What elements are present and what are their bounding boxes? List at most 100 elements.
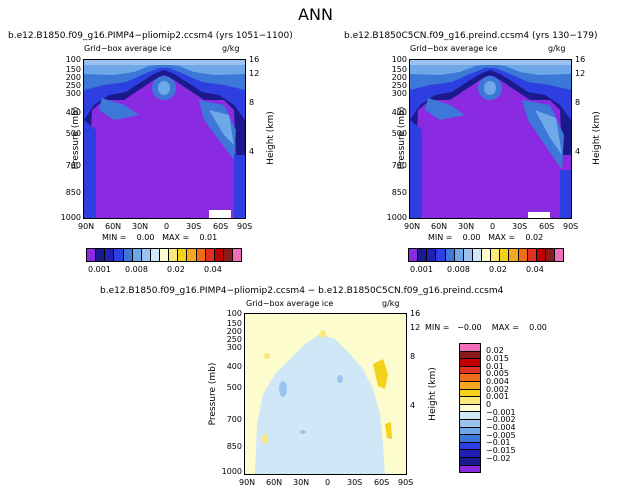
x-tick: 30S	[347, 478, 363, 487]
x-tick: 60S	[374, 478, 390, 487]
colorbar-swatch	[445, 249, 455, 261]
colorbar-label: 0.02	[167, 265, 185, 274]
panel-c-plot	[244, 313, 407, 475]
panel-c-y-ticks: 100 150 200 250 300 400 500 700 850 1000	[222, 309, 242, 479]
colorbar-label: −0.015	[486, 446, 516, 455]
colorbar-swatch	[460, 351, 480, 360]
y-tick: 500	[65, 129, 81, 138]
colorbar-swatch	[460, 404, 480, 413]
x-tick: 90S	[563, 222, 579, 231]
panel-c-ylabel: Pressure (mb)	[208, 362, 218, 426]
colorbar-swatch	[460, 374, 480, 382]
y-tick: 700	[391, 161, 407, 170]
y-tick: 250	[65, 81, 81, 90]
colorbar-swatch	[518, 249, 528, 261]
y2-tick: 4	[575, 147, 581, 156]
y2-tick: 8	[249, 98, 255, 107]
colorbar-label: 0.008	[125, 265, 148, 274]
colorbar-swatch	[123, 249, 133, 261]
colorbar-label: −0.005	[486, 431, 516, 440]
x-tick: 60N	[431, 222, 448, 231]
colorbar-swatch	[205, 249, 215, 261]
colorbar-label: 0.001	[486, 392, 509, 401]
panel-c-title: b.e12.B1850.f09_g16.PIMP4−pliomip2.ccsm4…	[100, 286, 504, 296]
colorbar-swatch	[187, 249, 197, 261]
y-tick: 700	[65, 161, 81, 170]
colorbar-label: 0.02	[489, 265, 507, 274]
x-tick: 0	[325, 478, 331, 487]
y-tick: 850	[226, 442, 242, 451]
panel-b-colorbar	[408, 248, 564, 262]
colorbar-swatch	[500, 249, 510, 261]
x-tick: 90N	[239, 478, 256, 487]
panel-a-colorbar	[86, 248, 242, 262]
colorbar-label: 0.004	[486, 377, 509, 386]
panel-a-title: b.e12.B1850.f09_g16.PIMP4−pliomip2.ccsm4…	[8, 31, 293, 41]
y2-tick: 16	[575, 55, 586, 64]
colorbar-swatch	[96, 249, 106, 261]
panel-b-y-ticks: 100 150 200 250 300 400 500 700 850 1000	[387, 55, 407, 225]
colorbar-swatch	[536, 249, 546, 261]
y-tick: 700	[226, 415, 242, 424]
panel-a-plot	[83, 59, 246, 219]
y2-tick: 8	[410, 352, 416, 361]
y-tick: 250	[391, 81, 407, 90]
y2-tick: 4	[249, 147, 255, 156]
x-tick: 30N	[293, 478, 310, 487]
panel-b-plot	[409, 59, 572, 219]
colorbar-swatch	[460, 457, 480, 466]
x-tick: 30S	[186, 222, 202, 231]
x-tick: 90N	[404, 222, 421, 231]
colorbar-label: 0.002	[486, 385, 509, 394]
panel-b-title: b.e12.B1850C5CN.f09_g16.preind.ccsm4 (yr…	[344, 31, 598, 41]
colorbar-swatch	[178, 249, 188, 261]
colorbar-swatch	[132, 249, 142, 261]
y2-tick: 8	[575, 98, 581, 107]
colorbar-swatch	[460, 450, 480, 458]
colorbar-swatch	[460, 344, 480, 352]
colorbar-swatch	[196, 249, 206, 261]
colorbar-swatch	[233, 249, 242, 261]
colorbar-label: 0.008	[447, 265, 470, 274]
panel-a-ylabel: Pressure (mb)	[71, 106, 81, 170]
y2-tick: 12	[410, 323, 421, 332]
panel-a-colorbar-labels: 0.001 0.008 0.02 0.04	[86, 265, 246, 275]
colorbar-swatch	[472, 249, 482, 261]
x-tick: 0	[164, 222, 170, 231]
colorbar-swatch	[460, 412, 480, 420]
colorbar-label: −0.001	[486, 408, 516, 417]
panel-a-subtitle: Grid−box average ice	[84, 44, 172, 53]
colorbar-swatch	[427, 249, 437, 261]
colorbar-swatch	[482, 249, 492, 261]
colorbar-label: 0.001	[88, 265, 111, 274]
colorbar-swatch	[460, 397, 480, 405]
panel-b-contours	[410, 60, 571, 218]
panel-c-subtitle: Grid−box average ice	[246, 299, 334, 308]
colorbar-swatch	[460, 427, 480, 436]
colorbar-swatch	[491, 249, 501, 261]
panel-a-y2-ticks: 16 12 8 4	[249, 55, 267, 205]
panel-c-x-ticks: 90N 60N 30N 0 30S 60S 90S	[236, 478, 416, 488]
y-tick: 400	[65, 108, 81, 117]
panel-b-x-ticks: 90N 60N 30N 0 30S 60S 90S	[401, 222, 581, 232]
colorbar-swatch	[160, 249, 170, 261]
colorbar-swatch	[460, 442, 480, 451]
colorbar-swatch	[454, 249, 464, 261]
colorbar-label: −0.02	[486, 454, 511, 463]
y-tick: 500	[391, 129, 407, 138]
panel-c-colorbar-labels: 0.02 0.015 0.01 0.005 0.004 0.002 0.001 …	[486, 343, 526, 473]
y-tick: 400	[226, 362, 242, 371]
y-tick: 1000	[60, 213, 81, 222]
panel-c-stats: MIN = −0.00 MAX = 0.00	[425, 323, 547, 332]
x-tick: 60N	[105, 222, 122, 231]
colorbar-label: 0.04	[204, 265, 222, 274]
panel-c-y2-ticks: 16 12 8 4	[410, 309, 428, 459]
panel-c-units: g/kg	[382, 299, 400, 308]
y-tick: 200	[391, 73, 407, 82]
colorbar-swatch	[87, 249, 97, 261]
panel-b-y2label: Height (km)	[592, 111, 602, 165]
colorbar-label: 0	[486, 400, 492, 409]
panel-c-contours	[255, 330, 392, 474]
panel-b-y2-ticks: 16 12 8 4	[575, 55, 593, 205]
y-tick: 150	[65, 65, 81, 74]
